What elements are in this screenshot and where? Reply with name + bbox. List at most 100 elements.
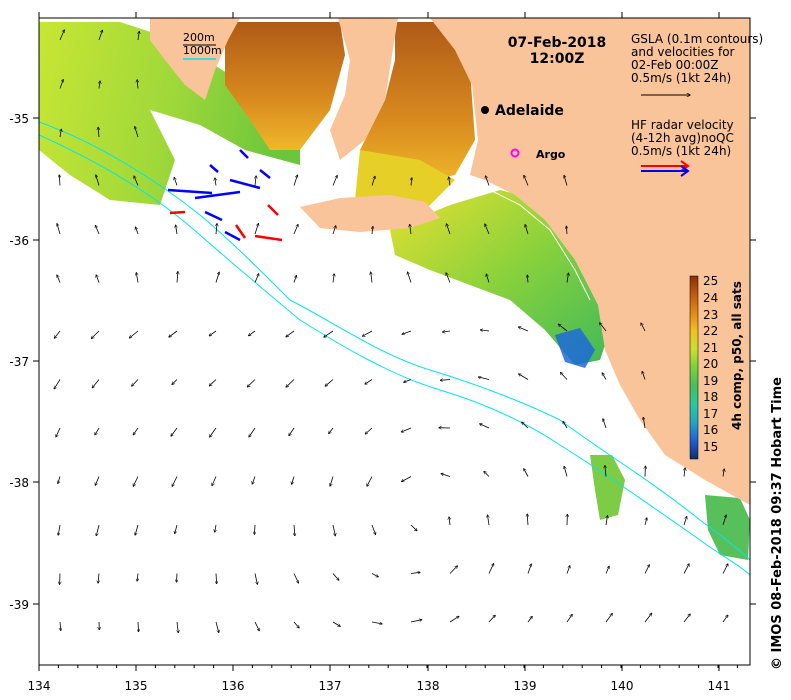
gsla-velocity-arrow bbox=[209, 330, 217, 336]
gsla-velocity-arrow bbox=[98, 30, 102, 41]
gsla-velocity-arrow bbox=[254, 274, 259, 283]
isobath-legend-200m: 200m bbox=[183, 31, 215, 44]
gsla-velocity-arrow bbox=[722, 515, 726, 526]
colorbar-tick-20: 20 bbox=[703, 357, 718, 371]
x-tick-136: 136 bbox=[222, 679, 245, 693]
gsla-velocity-arrow bbox=[293, 276, 296, 283]
gsla-velocity-arrow bbox=[480, 330, 490, 331]
hf-radar-vectors bbox=[167, 149, 283, 242]
land-yorke-peninsula bbox=[330, 18, 398, 160]
gsla-velocity-arrow bbox=[98, 573, 99, 584]
gsla-velocity-arrow bbox=[449, 517, 450, 526]
argo-label: Argo bbox=[536, 148, 566, 161]
gsla-velocity-arrow bbox=[560, 373, 568, 380]
gsla-velocity-vectors bbox=[54, 30, 728, 633]
gsla-velocity-arrow bbox=[324, 330, 334, 337]
gsla-velocity-arrow bbox=[135, 127, 139, 138]
gsla-velocity-arrow bbox=[177, 272, 178, 283]
gsla-velocity-arrow bbox=[478, 377, 490, 380]
gsla-velocity-arrow bbox=[330, 476, 334, 487]
gsla-velocity-arrow bbox=[293, 225, 298, 235]
hf-legend-arrow-red bbox=[641, 160, 690, 172]
gsla-velocity-arrow bbox=[524, 469, 529, 477]
gsla-velocity-arrow bbox=[60, 621, 61, 631]
gsla-velocity-arrow bbox=[371, 272, 372, 283]
gsla-velocity-arrow bbox=[446, 273, 451, 283]
sst-patch-south bbox=[590, 455, 625, 520]
gsla-velocity-arrow bbox=[134, 176, 139, 186]
gsla-velocity-arrow bbox=[293, 175, 297, 186]
hf-legend-line2: (4-12h avg)noQC bbox=[631, 131, 734, 145]
gsla-velocity-arrow bbox=[641, 323, 646, 332]
gsla-velocity-arrow bbox=[138, 621, 139, 632]
land-mainland bbox=[430, 18, 750, 505]
gsla-velocity-arrow bbox=[600, 323, 607, 332]
gsla-velocity-arrow bbox=[488, 615, 495, 623]
gsla-velocity-arrow bbox=[401, 427, 412, 432]
gsla-velocity-arrow bbox=[371, 621, 382, 624]
gsla-velocity-arrow bbox=[567, 273, 569, 283]
gsla-velocity-arrow bbox=[644, 565, 649, 574]
colorbar-tick-18: 18 bbox=[703, 390, 718, 404]
colorbar-tick-16: 16 bbox=[703, 423, 718, 437]
colorbar-title: 4h comp, p50, all sats bbox=[730, 281, 744, 430]
gsla-velocity-arrow bbox=[177, 573, 178, 583]
gsla-velocity-arrow bbox=[135, 524, 139, 535]
gsla-velocity-arrow bbox=[566, 615, 572, 623]
x-tick-141: 141 bbox=[708, 679, 731, 693]
gsla-velocity-arrow bbox=[293, 621, 299, 628]
isobath-legend-1000m: 1000m bbox=[183, 44, 222, 57]
gsla-velocity-arrow bbox=[254, 621, 259, 631]
x-tick-140: 140 bbox=[611, 679, 634, 693]
sst-coastal-band bbox=[390, 190, 610, 365]
gsla-velocity-arrow bbox=[644, 613, 652, 623]
x-axis-ticks bbox=[38, 12, 738, 671]
plot-border bbox=[38, 17, 751, 666]
gsla-legend-line2: and velocities for bbox=[631, 45, 735, 59]
gsla-velocity-arrow bbox=[96, 275, 100, 283]
gsla-legend: GSLA (0.1m contours) and velocities for … bbox=[631, 32, 763, 95]
colorbar-tick-23: 23 bbox=[703, 308, 718, 322]
gsla-velocity-arrow bbox=[294, 524, 295, 536]
gsla-velocity-arrow bbox=[249, 427, 256, 437]
gsla-velocity-arrow bbox=[410, 225, 411, 235]
gsla-velocity-arrow bbox=[92, 379, 100, 388]
gsla-legend-line1: GSLA (0.1m contours) bbox=[631, 32, 763, 46]
gsla-velocity-arrow bbox=[365, 379, 373, 385]
gsla-velocity-arrow bbox=[216, 224, 217, 235]
gsla-velocity-arrow bbox=[177, 621, 178, 633]
gsla-velocity-arrow bbox=[606, 516, 608, 526]
y-tick-minus35: -35 bbox=[9, 112, 29, 126]
adelaide-marker bbox=[481, 106, 489, 114]
gsla-velocity-arrow bbox=[54, 379, 61, 389]
gsla-velocity-arrow bbox=[443, 331, 451, 332]
gsla-velocity-arrow bbox=[254, 524, 255, 534]
gsla-velocity-arrow bbox=[332, 226, 336, 235]
gsla-velocity-arrow bbox=[524, 175, 529, 186]
x-tick-135: 135 bbox=[125, 679, 148, 693]
gsla-velocity-arrow bbox=[605, 614, 612, 623]
gsla-velocity-arrow bbox=[488, 515, 490, 526]
gsla-velocity-arrow bbox=[212, 476, 217, 486]
gsla-velocity-arrow bbox=[446, 224, 451, 235]
coast-detail bbox=[489, 189, 591, 301]
gsla-velocity-arrow bbox=[527, 275, 528, 283]
gsla-velocity-arrow bbox=[645, 518, 647, 526]
gsla-velocity-arrow bbox=[371, 524, 376, 534]
gsla-velocity-arrow bbox=[488, 564, 494, 574]
gsla-velocity-arrow bbox=[247, 379, 256, 387]
gsla-velocity-arrow bbox=[329, 427, 334, 434]
gsla-velocity-arrow bbox=[485, 224, 490, 235]
y-tick-minus38: -38 bbox=[9, 476, 29, 490]
gsla-velocity-arrow bbox=[519, 374, 529, 380]
gsla-velocity-arrow bbox=[252, 476, 256, 485]
x-tick-137: 137 bbox=[319, 679, 342, 693]
map-date: 07-Feb-2018 bbox=[508, 35, 607, 51]
gsla-velocity-arrow bbox=[215, 621, 219, 633]
colorbar-tick-15: 15 bbox=[703, 440, 718, 454]
gsla-velocity-arrow bbox=[133, 427, 139, 435]
gsla-velocity-arrow bbox=[209, 379, 217, 386]
gsla-velocity-arrow bbox=[286, 330, 295, 337]
gsla-velocity-arrow bbox=[293, 573, 299, 584]
